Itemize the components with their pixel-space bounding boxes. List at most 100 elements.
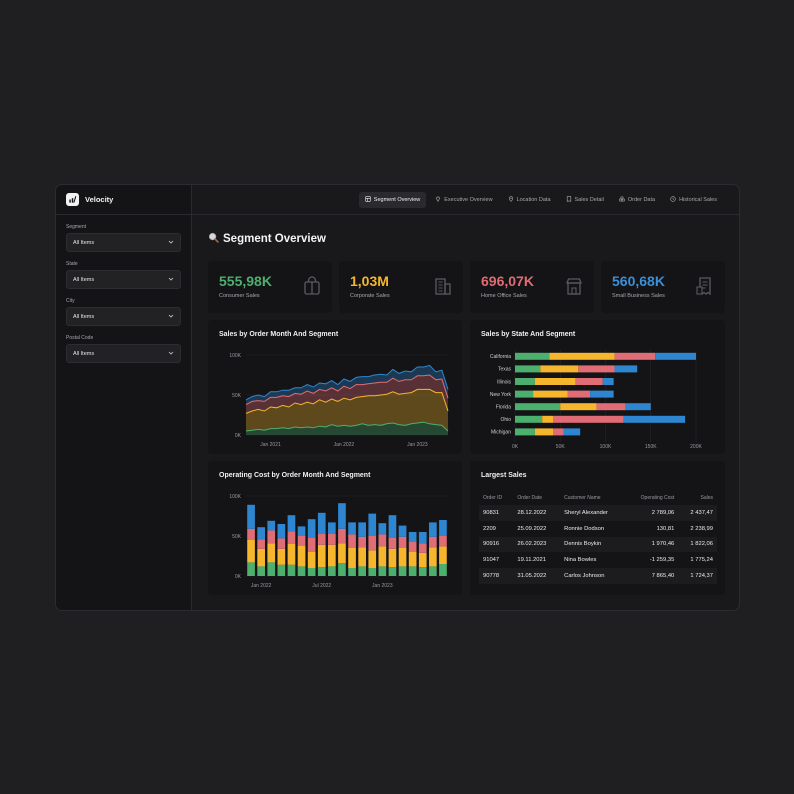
- filter-select[interactable]: All Items: [66, 270, 181, 289]
- table-row[interactable]: 91047 19.11.2021 Nina Bowles -1 259,35 1 775…: [479, 552, 717, 568]
- area-home-office[interactable]: [246, 375, 448, 414]
- bar-segment-consumer[interactable]: [247, 562, 255, 576]
- column-header[interactable]: Order ID: [483, 494, 503, 501]
- bar-segment-corporate[interactable]: [277, 548, 286, 565]
- bar-segment-corporate[interactable]: [418, 552, 427, 568]
- bar-segment-corporate[interactable]: [348, 548, 356, 568]
- column-header[interactable]: Operating Cost: [640, 494, 675, 501]
- area-small-business[interactable]: [246, 365, 448, 405]
- bar-segment-consumer[interactable]: [408, 566, 417, 576]
- bar-segment-consumer[interactable]: [418, 567, 427, 576]
- bar-segment-consumer[interactable]: [515, 415, 543, 423]
- bar-segment-small-business[interactable]: [602, 378, 614, 385]
- bar-segment-consumer[interactable]: [317, 567, 326, 576]
- bar-segment-small-business[interactable]: [439, 520, 447, 536]
- bar-segment-home-office[interactable]: [575, 378, 603, 385]
- bar-segment-corporate[interactable]: [408, 552, 417, 567]
- bar-segment-consumer[interactable]: [277, 564, 286, 576]
- bar-segment-small-business[interactable]: [368, 513, 377, 536]
- bar-segment-small-business[interactable]: [590, 390, 614, 398]
- bar-segment-home-office[interactable]: [553, 428, 564, 436]
- bar-segment-consumer[interactable]: [388, 567, 397, 576]
- bar-segment-home-office[interactable]: [368, 536, 377, 551]
- bar-segment-home-office[interactable]: [408, 541, 417, 552]
- bar-segment-home-office[interactable]: [247, 528, 255, 540]
- bar-segment-consumer[interactable]: [515, 403, 561, 411]
- tab-segment-overview[interactable]: Segment Overview: [358, 191, 427, 208]
- bar-segment-small-business[interactable]: [338, 503, 346, 529]
- bar-segment-home-office[interactable]: [429, 536, 437, 548]
- bar-segment-corporate[interactable]: [317, 544, 326, 568]
- bar-segment-corporate[interactable]: [358, 547, 366, 567]
- bar-segment-corporate[interactable]: [297, 545, 306, 567]
- bar-segment-consumer[interactable]: [297, 566, 306, 576]
- table-row[interactable]: 90831 28.12.2022 Sheryl Alexander 2 789,06 2…: [479, 505, 717, 521]
- filter-select[interactable]: All Items: [66, 344, 181, 363]
- bar-segment-small-business[interactable]: [287, 515, 296, 532]
- bar-segment-home-office[interactable]: [388, 537, 397, 549]
- area-consumer[interactable]: [246, 422, 448, 435]
- bar-segment-small-business[interactable]: [297, 526, 306, 536]
- bar-segment-home-office[interactable]: [567, 390, 591, 398]
- bar-segment-consumer[interactable]: [515, 365, 541, 373]
- bar-segment-corporate[interactable]: [368, 550, 377, 568]
- bar-segment-corporate[interactable]: [429, 547, 437, 567]
- bar-segment-consumer[interactable]: [267, 562, 276, 576]
- bar-segment-corporate[interactable]: [533, 390, 568, 398]
- bar-segment-small-business[interactable]: [317, 512, 326, 534]
- bar-segment-consumer[interactable]: [368, 568, 377, 576]
- bar-segment-corporate[interactable]: [540, 365, 579, 373]
- bar-segment-home-office[interactable]: [307, 537, 316, 552]
- bar-segment-home-office[interactable]: [553, 415, 624, 423]
- bar-segment-consumer[interactable]: [439, 564, 447, 576]
- bar-segment-small-business[interactable]: [257, 527, 265, 540]
- bar-segment-corporate[interactable]: [378, 546, 387, 567]
- bar-segment-corporate[interactable]: [328, 544, 336, 567]
- bar-segment-consumer[interactable]: [307, 568, 316, 576]
- table-row[interactable]: 90778 31.05.2022 Carlos Johnson 7 865,40 1 7…: [479, 568, 717, 584]
- bar-segment-consumer[interactable]: [515, 352, 550, 360]
- bar-segment-small-business[interactable]: [277, 524, 286, 539]
- bar-segment-consumer[interactable]: [257, 566, 265, 576]
- filter-select[interactable]: All Items: [66, 307, 181, 326]
- bar-segment-small-business[interactable]: [328, 522, 336, 534]
- bar-segment-consumer[interactable]: [515, 428, 535, 436]
- table-row[interactable]: 90916 26.02.2023 Dennis Boykin 1 970,46 1 82…: [479, 536, 717, 553]
- bar-segment-home-office[interactable]: [297, 536, 306, 546]
- bar-segment-corporate[interactable]: [307, 552, 316, 568]
- bar-segment-home-office[interactable]: [348, 534, 356, 548]
- bar-segment-small-business[interactable]: [418, 532, 427, 544]
- bar-segment-small-business[interactable]: [267, 520, 276, 531]
- bar-segment-small-business[interactable]: [655, 352, 696, 360]
- bar-segment-small-business[interactable]: [614, 365, 638, 373]
- bar-segment-consumer[interactable]: [348, 568, 356, 576]
- bar-segment-small-business[interactable]: [388, 515, 397, 538]
- bar-segment-home-office[interactable]: [378, 534, 387, 547]
- bar-segment-small-business[interactable]: [408, 532, 417, 542]
- bar-segment-consumer[interactable]: [515, 390, 534, 398]
- bar-segment-home-office[interactable]: [267, 530, 276, 544]
- bar-segment-corporate[interactable]: [398, 548, 407, 567]
- bar-segment-small-business[interactable]: [378, 523, 387, 535]
- tab-order-data[interactable]: Order Data: [613, 192, 661, 208]
- bar-segment-corporate[interactable]: [257, 548, 265, 567]
- bar-segment-small-business[interactable]: [348, 522, 356, 535]
- filter-select[interactable]: All Items: [66, 233, 181, 252]
- bar-segment-corporate[interactable]: [549, 352, 615, 360]
- bar-segment-corporate[interactable]: [338, 543, 346, 564]
- bar-segment-home-office[interactable]: [277, 538, 286, 549]
- column-header[interactable]: Sales: [700, 494, 713, 501]
- bar-segment-home-office[interactable]: [328, 533, 336, 545]
- tab-location-data[interactable]: Location Data: [502, 192, 557, 208]
- bar-segment-small-business[interactable]: [398, 525, 407, 537]
- tab-executive-overview[interactable]: Executive Overview: [429, 192, 498, 208]
- bar-segment-corporate[interactable]: [267, 543, 276, 563]
- bar-segment-corporate[interactable]: [534, 428, 554, 436]
- bar-segment-corporate[interactable]: [542, 415, 554, 423]
- bar-segment-small-business[interactable]: [247, 504, 255, 529]
- bar-segment-small-business[interactable]: [307, 519, 316, 538]
- bar-segment-consumer[interactable]: [338, 563, 346, 576]
- bar-segment-home-office[interactable]: [317, 533, 326, 545]
- bar-segment-home-office[interactable]: [287, 531, 296, 544]
- bar-segment-home-office[interactable]: [257, 539, 265, 549]
